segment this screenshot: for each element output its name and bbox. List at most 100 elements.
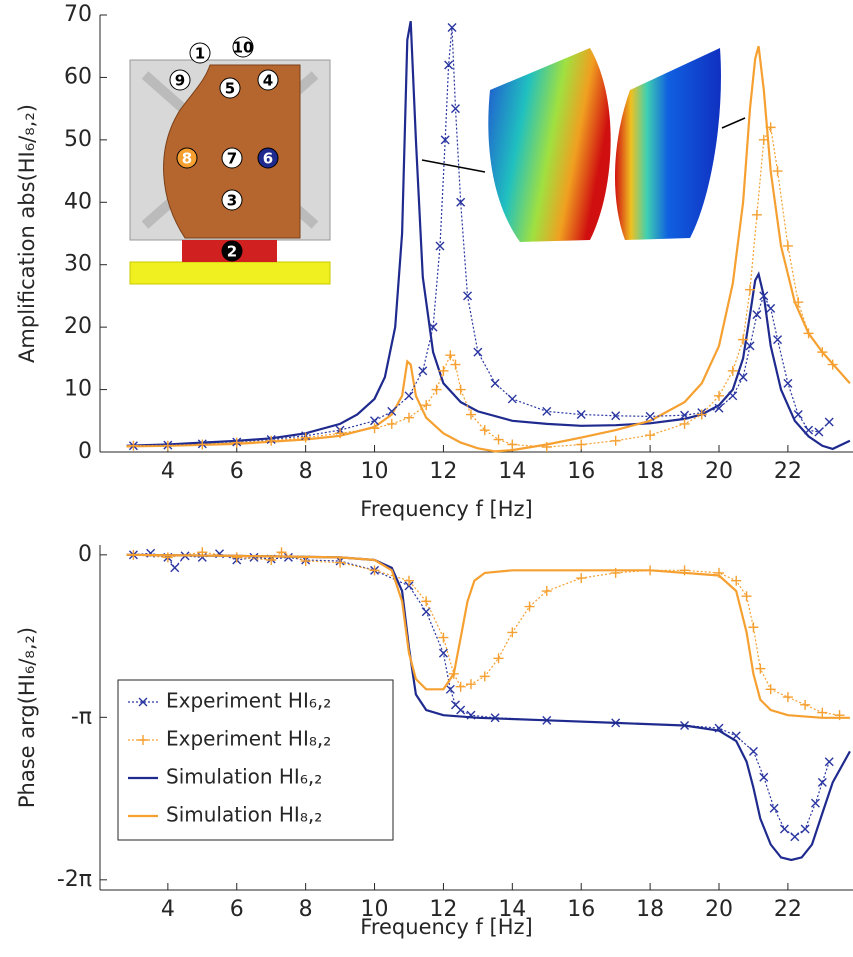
- y-tick-label: -π: [71, 704, 92, 729]
- x-tick-label: 18: [636, 459, 664, 484]
- marker: [824, 417, 834, 427]
- marker: [404, 581, 414, 591]
- marker: [769, 803, 779, 813]
- y-tick-label: 70: [64, 2, 92, 27]
- inset-drawing: 19 5 10 4 8 7 6 3 2: [129, 36, 746, 285]
- marker: [370, 416, 380, 426]
- marker: [824, 757, 834, 767]
- marker: [421, 607, 431, 617]
- x-tick-label: 18: [636, 897, 664, 922]
- marker: [421, 596, 432, 607]
- x-tick-label: 14: [498, 897, 526, 922]
- point-label: 3: [227, 192, 237, 210]
- marker: [738, 334, 749, 345]
- x-tick-label: 16: [567, 897, 595, 922]
- marker: [524, 601, 535, 612]
- marker: [162, 440, 173, 451]
- marker: [541, 586, 552, 597]
- marker: [790, 832, 800, 842]
- marker: [766, 303, 776, 313]
- marker: [804, 425, 814, 435]
- marker: [138, 735, 148, 745]
- legend-box: [117, 679, 394, 841]
- x-tick-label: 6: [230, 897, 244, 922]
- marker: [438, 632, 449, 643]
- legend-label: Experiment HI₆,₂: [166, 689, 331, 713]
- x-tick-label: 8: [299, 897, 313, 922]
- y-tick-label: 60: [64, 64, 92, 89]
- marker: [745, 284, 756, 295]
- marker: [473, 347, 483, 357]
- legend-label: Simulation HI₆,₂: [166, 765, 322, 789]
- marker: [231, 437, 242, 448]
- point-marker: [169, 69, 191, 91]
- marker: [817, 777, 827, 787]
- marker: [456, 197, 466, 207]
- point-label: 9: [175, 72, 185, 90]
- marker: [445, 684, 455, 694]
- base: [129, 261, 331, 285]
- x-tick-label: 4: [161, 897, 175, 922]
- marker: [800, 824, 810, 834]
- marker: [403, 575, 414, 586]
- marker: [741, 591, 752, 602]
- marker: [679, 418, 690, 429]
- point-marker: [219, 77, 241, 99]
- marker: [507, 394, 517, 404]
- marker: [431, 384, 442, 395]
- x-axis-label: Frequency f [Hz]: [360, 915, 532, 939]
- marker: [610, 435, 621, 446]
- marker: [418, 366, 428, 376]
- marker: [438, 365, 449, 376]
- point-marker: [257, 69, 279, 91]
- point-label: 4: [263, 72, 273, 90]
- x-tick-label: 8: [299, 459, 313, 484]
- y-axis-label: Amplification abs(HI₆/₈,₂): [15, 104, 39, 363]
- marker: [803, 328, 814, 339]
- x-tick-label: 16: [567, 459, 595, 484]
- marker: [493, 434, 504, 445]
- x-tick-label: 10: [361, 459, 389, 484]
- marker: [450, 359, 461, 370]
- marker: [447, 22, 457, 32]
- y-tick-label: 0: [78, 542, 92, 567]
- marker: [696, 409, 707, 420]
- x-tick-label: 12: [429, 897, 457, 922]
- y-tick-label: 20: [64, 314, 92, 339]
- marker: [817, 347, 828, 358]
- marker: [738, 372, 748, 382]
- marker: [714, 390, 725, 401]
- marker: [438, 648, 448, 658]
- marker: [773, 335, 783, 345]
- marker: [731, 575, 742, 586]
- marker: [249, 552, 259, 562]
- line: [126, 553, 850, 719]
- marker: [421, 400, 432, 411]
- line: [126, 553, 851, 862]
- line: [126, 45, 851, 453]
- point-label: 8: [182, 150, 192, 168]
- marker: [779, 824, 789, 834]
- marker: [783, 378, 793, 388]
- y-tick-label: 0: [78, 439, 92, 464]
- marker: [817, 707, 828, 718]
- marker: [782, 240, 793, 251]
- marker: [728, 391, 738, 401]
- x-tick-label: 22: [774, 897, 802, 922]
- y-tick-label: 10: [64, 377, 92, 402]
- marker: [440, 135, 450, 145]
- point-label: 7: [227, 150, 237, 168]
- marker: [231, 552, 242, 563]
- marker: [576, 439, 587, 450]
- marker: [369, 423, 380, 434]
- point-marker: [189, 42, 211, 64]
- mode-shape-1: [488, 48, 611, 242]
- marker: [782, 692, 793, 703]
- legend-label: Experiment HI₈,₂: [166, 727, 331, 751]
- marker: [479, 425, 490, 436]
- x-tick-label: 10: [361, 897, 389, 922]
- y-tick-label: 40: [64, 189, 92, 214]
- point-marker: [176, 147, 198, 169]
- marker: [444, 60, 454, 70]
